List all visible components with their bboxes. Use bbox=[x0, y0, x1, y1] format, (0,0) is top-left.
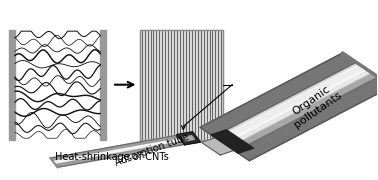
Text: Adsorption tube: Adsorption tube bbox=[114, 132, 191, 168]
Polygon shape bbox=[200, 53, 378, 161]
Bar bbox=[140, 30, 223, 140]
Polygon shape bbox=[211, 130, 254, 153]
Text: Organic
pollutants: Organic pollutants bbox=[285, 80, 344, 130]
Polygon shape bbox=[53, 136, 197, 163]
Text: Heat-shrinkage of CNTs: Heat-shrinkage of CNTs bbox=[55, 152, 169, 162]
Polygon shape bbox=[50, 132, 195, 161]
Bar bbox=[9, 30, 15, 140]
Polygon shape bbox=[50, 132, 200, 167]
Polygon shape bbox=[201, 138, 234, 155]
Polygon shape bbox=[235, 77, 378, 161]
Polygon shape bbox=[200, 53, 356, 137]
Polygon shape bbox=[226, 70, 378, 152]
Polygon shape bbox=[223, 68, 372, 147]
Bar bbox=[140, 30, 223, 140]
Polygon shape bbox=[56, 139, 200, 167]
Polygon shape bbox=[217, 64, 370, 146]
Bar bbox=[15, 30, 101, 140]
Polygon shape bbox=[183, 136, 194, 141]
Bar bbox=[101, 30, 107, 140]
Polygon shape bbox=[177, 132, 200, 145]
